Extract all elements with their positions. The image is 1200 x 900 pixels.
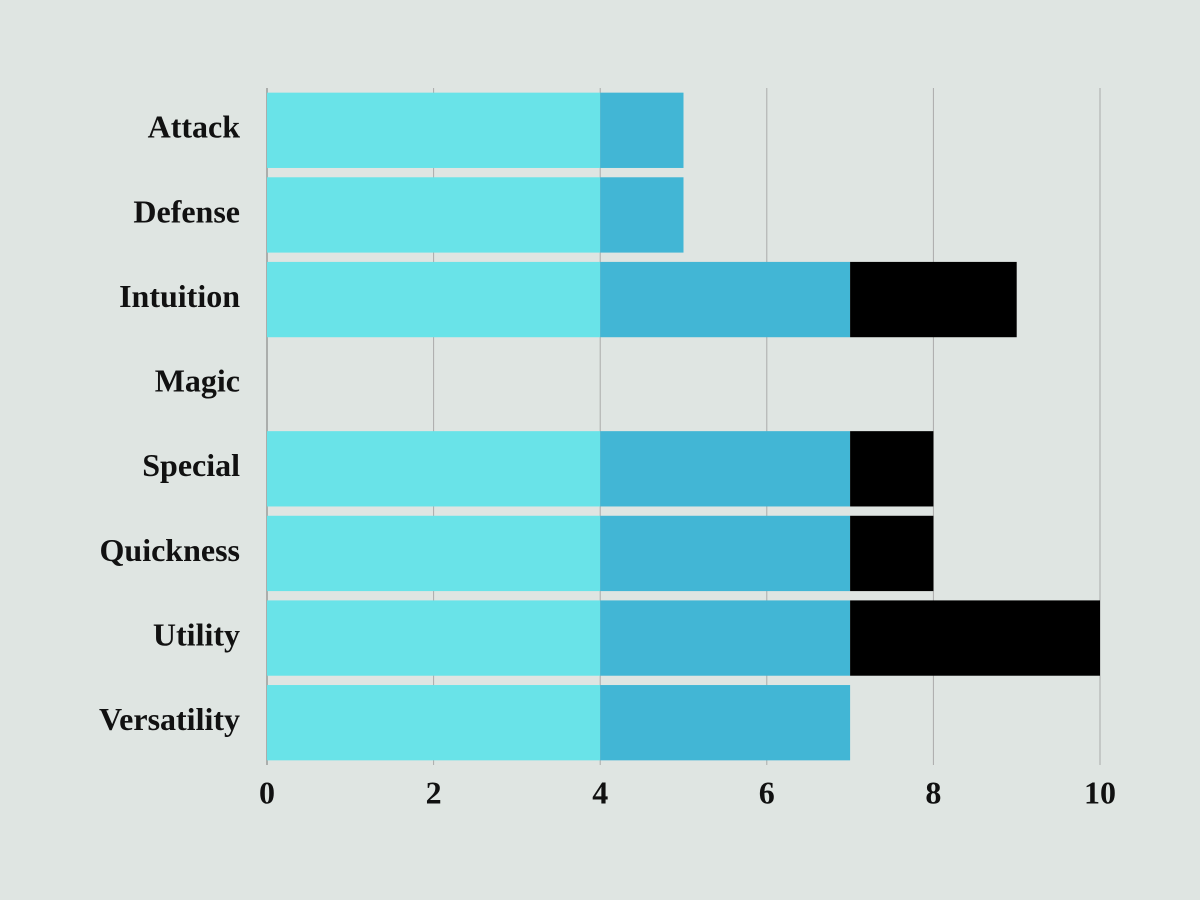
- y-tick-label: Magic: [155, 363, 240, 399]
- frame-ornament: [0, 5, 1200, 900]
- bar-segment: [267, 685, 601, 761]
- y-tick-label: Attack: [148, 109, 241, 145]
- bar-segment: [600, 261, 851, 338]
- bar-segment: [267, 600, 601, 676]
- x-tick-label: 8: [925, 774, 941, 810]
- bar-segment: [600, 431, 851, 507]
- bar-segment: [600, 515, 851, 592]
- bar-segment: [850, 600, 1100, 676]
- y-tick-label: Intuition: [119, 278, 240, 314]
- x-tick-label: 0: [259, 774, 275, 810]
- bar-segment: [600, 685, 851, 761]
- bar-segment: [267, 515, 601, 592]
- y-tick-label: Versatility: [99, 701, 240, 737]
- x-tick-label: 2: [426, 774, 442, 810]
- y-tick-label: Defense: [133, 193, 240, 229]
- bar-segment: [267, 261, 601, 338]
- x-tick-label: 10: [1084, 774, 1116, 810]
- y-tick-label: Special: [142, 447, 240, 483]
- bar-segment: [267, 431, 601, 507]
- bar-segment: [850, 261, 1017, 338]
- y-tick-label: Utility: [153, 616, 240, 652]
- bar-segment: [267, 177, 601, 253]
- bar-segment: [267, 92, 601, 168]
- x-tick-label: 6: [759, 774, 775, 810]
- bar-segment: [850, 431, 934, 507]
- bar-segment: [600, 177, 684, 253]
- x-tick-label: 4: [592, 774, 608, 810]
- bar-segment: [850, 515, 934, 592]
- bar-segment: [600, 600, 851, 676]
- y-tick-label: Quickness: [100, 532, 240, 568]
- bar-segment: [600, 92, 684, 168]
